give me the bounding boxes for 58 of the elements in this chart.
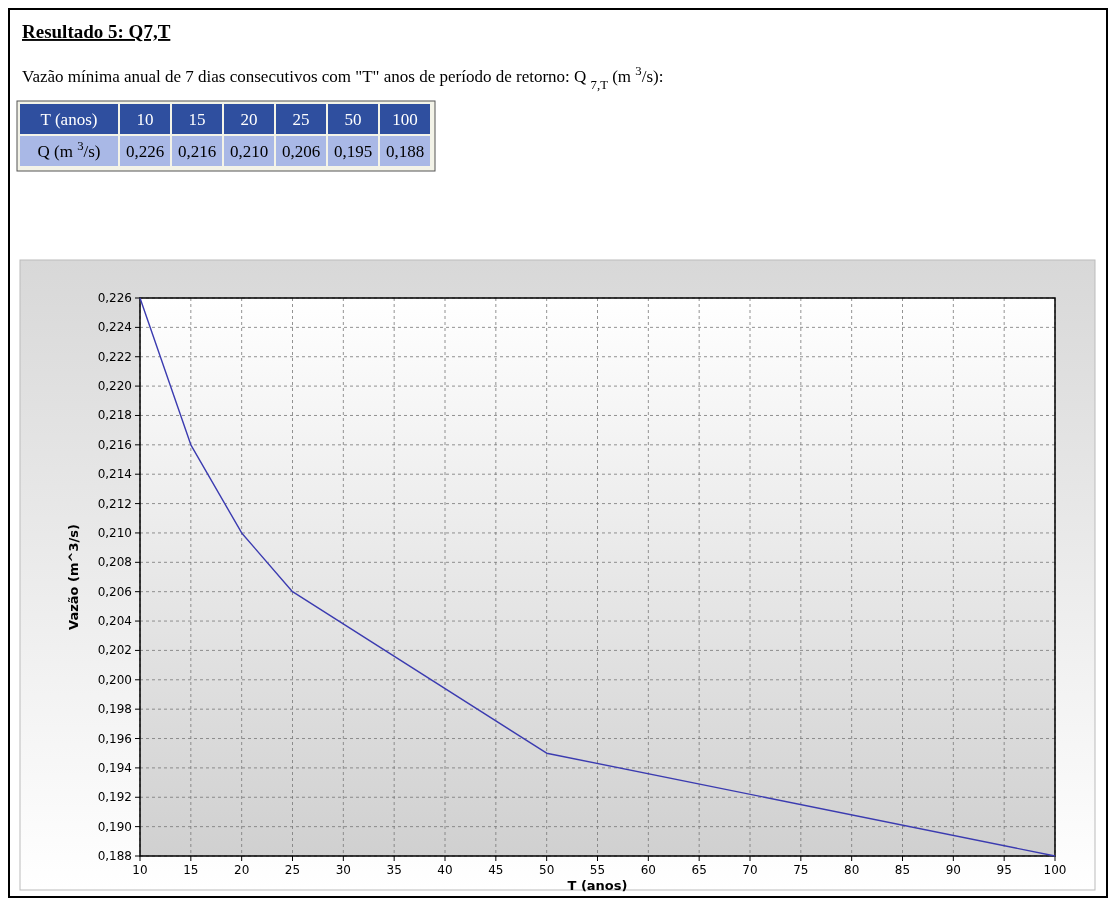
x-tick-label: 60 bbox=[640, 863, 656, 877]
text: 0,210 bbox=[229, 142, 269, 161]
x-tick-label: 35 bbox=[386, 863, 402, 877]
y-tick-label: 0,188 bbox=[97, 849, 132, 863]
y-tick-label: 0,206 bbox=[97, 584, 132, 599]
y-tick-label: 0,218 bbox=[97, 408, 132, 423]
text: T (anos) bbox=[40, 110, 98, 129]
chart-subtitle: Vazão mínima anual de 7 dias consecutivos com "T" anos de período de retorno: Q $_{7,T}$ (m $^{3}$/s): bbox=[22, 64, 664, 92]
x-tick-label: 10 bbox=[132, 863, 148, 877]
y-tick-label: 0,208 bbox=[97, 555, 132, 570]
y-axis-title: Vazão (m^3/s) bbox=[66, 524, 81, 630]
x-tick-label: 50 bbox=[539, 863, 555, 877]
y-tick-label: 0,220 bbox=[97, 379, 132, 394]
y-tick-label: 0,216 bbox=[97, 437, 132, 452]
x-tick-label: 80 bbox=[844, 863, 860, 877]
x-tick-label: 40 bbox=[437, 863, 453, 877]
text: 15 bbox=[188, 110, 206, 129]
y-tick-label: 0,204 bbox=[97, 614, 132, 629]
x-tick-label: 55 bbox=[589, 863, 606, 877]
text: Q (m $^{3}$/s) bbox=[37, 139, 101, 161]
y-tick-label: 0,200 bbox=[97, 672, 132, 687]
text: 50 bbox=[344, 110, 362, 129]
y-tick-label: 0,210 bbox=[97, 525, 132, 540]
text: 0,226 bbox=[125, 142, 165, 161]
x-tick-label: 45 bbox=[488, 863, 504, 877]
x-tick-label: 85 bbox=[894, 863, 911, 877]
y-tick-label: 0,202 bbox=[97, 643, 132, 658]
text: 0,188 bbox=[385, 142, 425, 161]
y-tick-label: 0,190 bbox=[97, 819, 132, 834]
text: 100 bbox=[392, 110, 418, 129]
x-tick-label: 30 bbox=[335, 863, 351, 877]
text: 0,195 bbox=[333, 142, 373, 161]
y-tick-label: 0,226 bbox=[97, 291, 132, 305]
x-tick-label: 20 bbox=[234, 863, 250, 877]
chart-title: Resultado 5: Q7,T bbox=[22, 21, 171, 42]
y-tick-label: 0,224 bbox=[97, 320, 132, 335]
x-tick-label: 90 bbox=[945, 863, 961, 877]
y-tick-label: 0,196 bbox=[97, 731, 132, 746]
text: 0,216 bbox=[177, 142, 217, 161]
text: 0,206 bbox=[281, 142, 321, 161]
y-tick-label: 0,222 bbox=[97, 349, 132, 364]
x-tick-label: 75 bbox=[793, 863, 809, 877]
x-tick-label: 95 bbox=[996, 863, 1012, 877]
x-tick-label: 15 bbox=[183, 863, 199, 877]
text: 10 bbox=[136, 110, 154, 129]
y-tick-label: 0,198 bbox=[97, 702, 132, 717]
text: 20 bbox=[240, 110, 258, 129]
x-tick-label: 100 bbox=[1043, 863, 1067, 877]
x-tick-label: 65 bbox=[691, 863, 707, 877]
x-tick-label: 25 bbox=[284, 863, 301, 877]
x-axis-title: T (anos) bbox=[567, 878, 628, 893]
y-tick-label: 0,192 bbox=[97, 790, 132, 805]
line-series bbox=[139, 297, 1056, 857]
y-tick-label: 0,212 bbox=[97, 496, 132, 511]
x-tick-label: 70 bbox=[742, 863, 758, 877]
text: 25 bbox=[292, 110, 310, 129]
y-tick-label: 0,194 bbox=[97, 760, 132, 775]
y-tick-label: 0,214 bbox=[97, 467, 132, 482]
